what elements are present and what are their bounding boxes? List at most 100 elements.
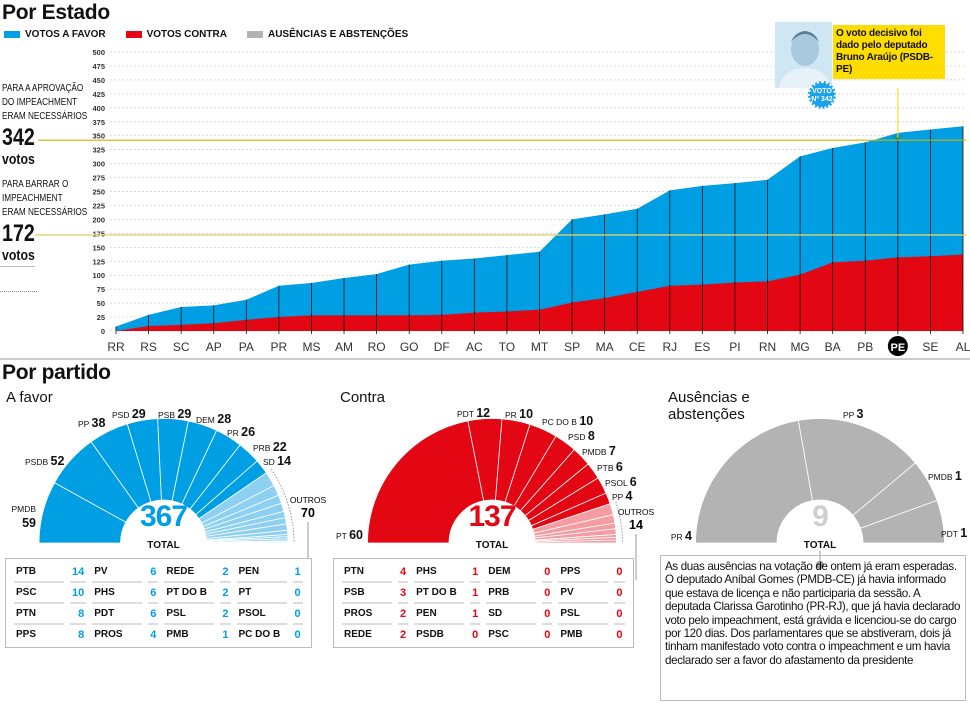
- party-value: 4: [150, 628, 157, 641]
- y-tick-label: 325: [92, 146, 105, 155]
- party-label: PSD 8: [568, 429, 595, 443]
- party-value: 14: [277, 454, 291, 468]
- party-value: 0: [542, 604, 553, 625]
- party-value: 1: [470, 583, 481, 604]
- party-value: 1: [470, 562, 481, 583]
- others-bracket: [270, 469, 295, 544]
- x-tick-label: MG: [790, 340, 809, 354]
- slice-pp: [797, 418, 916, 516]
- chart-legend: VOTOS A FAVOR VOTOS CONTRA AUSÊNCIAS E A…: [4, 29, 408, 40]
- y-tick-label: 175: [92, 229, 105, 238]
- party-value: 6: [148, 562, 159, 583]
- party-value: 1: [960, 526, 967, 540]
- party-value: 60: [349, 528, 363, 542]
- party-value: 8: [78, 628, 85, 641]
- total-label: TOTAL: [147, 540, 179, 551]
- party-name: PT: [336, 531, 349, 541]
- table-row: PSC 10 PHS 6 PT DO B 2 PT 0: [14, 583, 303, 604]
- y-tick-label: 225: [92, 201, 105, 210]
- party-name: PT DO B: [414, 583, 465, 604]
- party-label: PP 38: [78, 416, 105, 430]
- party-name: PSOL: [605, 478, 630, 488]
- party-value: 10: [579, 414, 593, 428]
- x-tick-label: PB: [857, 340, 873, 354]
- party-label: PR 26: [227, 425, 255, 439]
- y-tick-label: 475: [92, 62, 105, 71]
- annotation-line: ERAM NECESSÁRIOS: [2, 111, 88, 122]
- legend-label: VOTOS A FAVOR: [25, 29, 106, 40]
- deputy-photo: [775, 22, 832, 88]
- party-name: PSB: [158, 410, 177, 420]
- party-label: DEM 28: [196, 412, 231, 426]
- party-value: 2: [398, 604, 409, 625]
- slice-pr: [695, 419, 813, 544]
- party-name: PR: [671, 532, 685, 542]
- party-name: PTN: [342, 562, 392, 583]
- party-name: PTB: [597, 463, 616, 473]
- x-tick-label: PE: [891, 342, 906, 354]
- party-label: PMDB 1: [928, 469, 962, 483]
- y-tick-label: 300: [92, 160, 105, 169]
- legend-swatch: [4, 31, 20, 38]
- y-tick-label: 200: [92, 215, 105, 224]
- party-value: 0: [614, 562, 625, 583]
- table-row: PPS 8 PROS 4 PMB 1 PC DO B 0: [14, 625, 303, 644]
- x-tick-label: AP: [206, 340, 222, 354]
- divider: [0, 266, 35, 267]
- party-value: 3: [398, 583, 409, 604]
- party-value: 4: [626, 489, 633, 503]
- party-name: PDT: [941, 529, 960, 539]
- decisive-vote-callout: O voto decisivo foi dado pelo deputado B…: [833, 25, 945, 79]
- x-tick-label: AL: [956, 340, 970, 354]
- party-name: PT DO B: [164, 583, 215, 604]
- party-name: PP: [78, 419, 92, 429]
- party-value: 1: [222, 628, 229, 641]
- party-value: 0: [614, 583, 625, 604]
- x-tick-label: MT: [531, 340, 549, 354]
- party-name: PDT: [92, 604, 143, 625]
- party-value: 0: [614, 604, 625, 625]
- slice-outros-pen: [206, 541, 289, 544]
- party-name: DEM: [486, 562, 537, 583]
- table-row: PTN 8 PDT 6 PSL 2 PSOL 0: [14, 604, 303, 625]
- party-name: PMDB: [11, 504, 36, 514]
- party-value: 6: [616, 460, 623, 474]
- party-value: 2: [400, 628, 407, 641]
- ausencias-title: Ausências e abstenções: [668, 389, 750, 423]
- y-tick-label: 375: [92, 118, 105, 127]
- title-line: abstenções: [668, 406, 745, 423]
- x-tick-label: CE: [629, 340, 646, 354]
- slice-pt: [367, 420, 485, 544]
- party-value: 59: [22, 516, 36, 530]
- y-tick-label: 500: [92, 48, 105, 57]
- party-value: 28: [217, 412, 231, 426]
- annotation-number: 342: [2, 124, 35, 151]
- y-tick-label: 450: [92, 76, 105, 85]
- total-value: 367: [140, 500, 187, 533]
- others-label: OUTROS: [618, 507, 655, 517]
- party-value: 8: [70, 604, 87, 625]
- table-row: PROS 2 PEN 1 SD 0 PSL 0: [342, 604, 625, 625]
- vote-number-badge: VOTO Nº 342: [808, 81, 836, 109]
- annotation-unit: votos: [2, 247, 35, 264]
- total-value: 9: [812, 500, 828, 533]
- party-label: PP 3: [843, 407, 864, 421]
- party-name: PTN: [14, 604, 64, 625]
- person-icon: [779, 31, 831, 88]
- x-tick-label: PA: [239, 340, 254, 354]
- others-label: OUTROS: [290, 495, 327, 505]
- party-name: PRB: [253, 443, 273, 453]
- annotation-number: 172: [2, 220, 35, 247]
- party-value: 14: [70, 562, 87, 583]
- annotation-line: PARA A APROVAÇÃO: [2, 83, 84, 94]
- y-tick-label: 50: [97, 299, 105, 308]
- party-label: PSD 29: [112, 407, 146, 421]
- party-name: PSD: [568, 432, 588, 442]
- annotation-line: ERAM NECESSÁRIOS: [2, 207, 88, 218]
- x-tick-label: TO: [499, 340, 515, 354]
- party-label: PR 10: [505, 407, 533, 421]
- y-tick-label: 400: [92, 104, 105, 113]
- others-value: 14: [629, 518, 643, 532]
- party-name: PPS: [558, 562, 609, 583]
- party-label: PP 4: [612, 489, 633, 503]
